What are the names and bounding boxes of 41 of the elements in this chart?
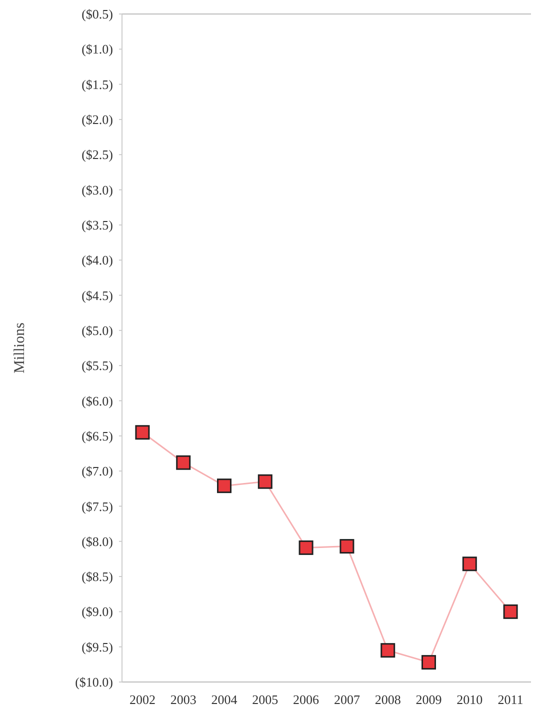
point: [176, 455, 191, 470]
y-tick-label: ($9.5): [82, 639, 113, 654]
y-tick-label: ($8.5): [82, 569, 113, 584]
y-tick-label: ($2.5): [82, 147, 113, 162]
x-tick-label: 2008: [374, 692, 401, 707]
y-tick-label: ($10.0): [75, 674, 113, 690]
y-tick-label: ($1.5): [82, 76, 113, 92]
point: [258, 474, 272, 489]
point: [380, 643, 396, 658]
x-tick-label: 2004: [211, 692, 238, 707]
y-tick-label: ($8.0): [82, 534, 113, 549]
y-tick-label: ($5.0): [82, 322, 113, 338]
y-tick-label: ($6.0): [82, 393, 113, 408]
y-tick-label: ($7.0): [82, 464, 113, 479]
point: [503, 604, 518, 619]
x-tick-label: 2011: [498, 692, 524, 707]
y-tick-label: ($4.0): [82, 252, 113, 268]
point: [340, 539, 354, 554]
y-axis-title: Millions: [12, 322, 28, 374]
point: [462, 556, 477, 572]
point: [422, 655, 436, 670]
y-tick-label: ($0.5): [82, 6, 113, 22]
x-tick-label: 2010: [456, 692, 483, 707]
y-tick-label: ($6.5): [82, 428, 113, 444]
x-tick-label: 2006: [293, 692, 320, 707]
point: [217, 478, 232, 494]
y-tick-label: ($1.0): [82, 42, 113, 57]
x-tick-label: 2009: [416, 692, 442, 707]
x-tick-label: 2003: [170, 692, 196, 707]
point: [298, 540, 314, 555]
y-tick-label: ($7.5): [82, 498, 113, 514]
y-tick-label: ($3.5): [82, 217, 113, 232]
y-tick-label: ($9.0): [82, 604, 113, 620]
y-tick-label: ($3.0): [82, 182, 113, 198]
x-tick-label: 2002: [129, 692, 156, 707]
y-tick-label: ($5.5): [82, 358, 113, 374]
y-tick-label: ($2.0): [82, 112, 113, 128]
x-tick-label: 2005: [252, 692, 278, 707]
x-tick-label: 2007: [334, 692, 360, 707]
y-tick-label: ($4.5): [82, 288, 113, 303]
point: [135, 425, 150, 440]
